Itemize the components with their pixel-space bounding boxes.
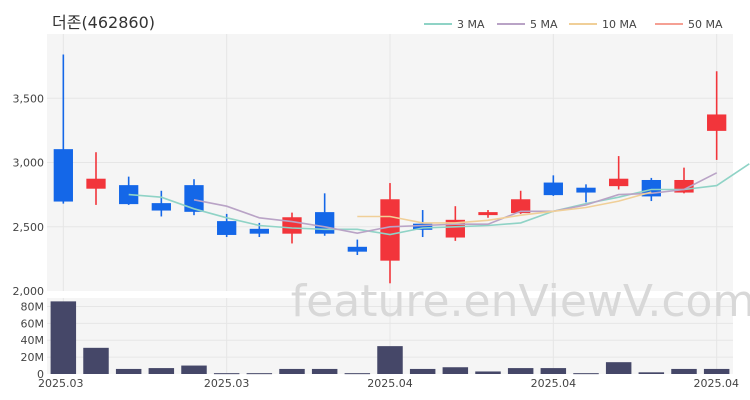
x-tick-label: 2025.03 [38,377,84,390]
volume-bar [703,368,730,374]
volume-bar [83,347,109,374]
candle-body [413,223,433,230]
volume-bar [540,368,567,374]
candle-body [543,182,563,196]
volume-bar [507,368,534,374]
candle-body [217,221,237,235]
volume-y-tick-label: 80M [21,300,45,313]
candle [380,183,400,284]
legend-label: 10 MA [602,18,637,31]
volume-bar [573,373,599,375]
price-y-tick-label: 3,000 [13,157,45,170]
candle-body [511,199,531,214]
legend-label: 3 MA [457,18,485,31]
x-tick-label: 2025.04 [694,377,740,390]
volume-y-tick-label: 40M [21,334,45,347]
candle-body [380,199,400,261]
legend-label: 5 MA [530,18,558,31]
volume-bar [377,346,403,374]
candle [347,239,367,256]
volume-y-tick-label: 60M [21,317,45,330]
volume-bar [246,373,273,375]
volume-bar [442,367,469,374]
ma-line-10-ma [357,191,652,224]
candle [511,190,531,214]
x-tick-label: 2025.03 [204,377,250,390]
volume-bar [311,368,338,374]
volume-bar [671,368,697,374]
volume-bar [213,373,240,375]
x-tick-label: 2025.04 [367,377,413,390]
ma-line-3-ma [128,163,750,236]
volume-y-tick-label: 20M [21,351,45,364]
candle-body [576,187,596,193]
candle-body [53,149,73,202]
candle-body [609,178,629,187]
volume-bar [115,368,142,374]
volume-y-tick-label: 0 [37,368,44,381]
price-y-tick-label: 3,500 [13,92,45,105]
candle [151,190,171,217]
volume-bar [605,362,632,374]
watermark: feature.enViewV.com [291,276,750,327]
candle-body [707,114,727,131]
candle-body [184,185,204,212]
candle [478,210,498,218]
candle-body [347,246,367,252]
candle [609,156,629,190]
ma-line-5-ma [193,172,718,235]
candle [184,179,204,216]
candle-body [249,228,269,234]
price-y-tick-label: 2,000 [13,285,45,298]
price-y-tick-label: 2,500 [13,221,45,234]
legend-label: 50 MA [688,18,723,31]
candle-body [86,178,106,189]
x-tick-label: 2025.04 [531,377,577,390]
volume-bar [475,371,501,374]
volume-bar [409,368,436,374]
candle-body [674,179,694,193]
candle-body [151,203,171,211]
volume-bar [638,372,665,374]
candle [53,54,73,204]
volume-bar [181,365,207,374]
candle [86,152,106,205]
volume-bar [279,368,305,374]
candle-body [478,212,498,216]
candle [576,184,596,203]
candle [543,175,563,196]
chart-title: 더존(462860) [52,13,155,32]
candle [707,71,727,160]
legend: 3 MA 5 MA 10 MA 50 MA [424,18,723,31]
volume-bar [148,368,175,374]
volume-bar [50,301,77,374]
volume-bar [344,373,371,375]
